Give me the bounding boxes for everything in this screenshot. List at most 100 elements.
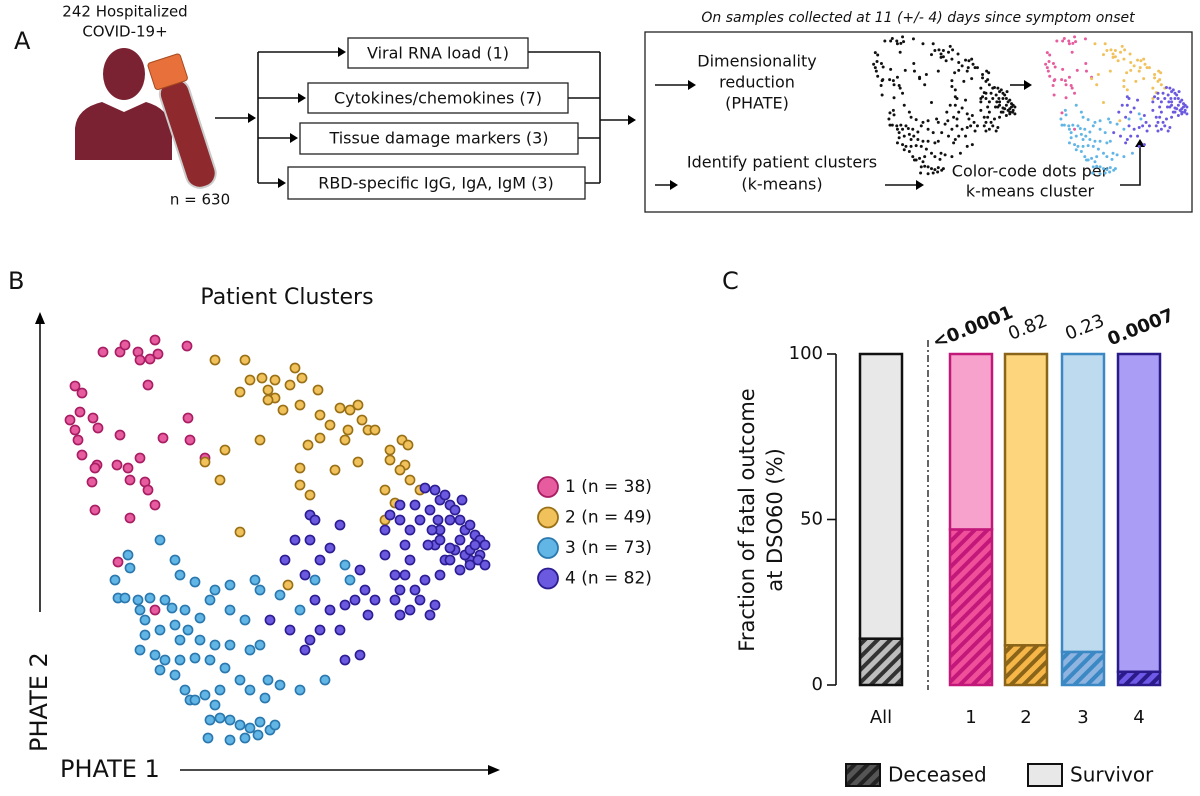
- point: [906, 127, 910, 131]
- point: [139, 614, 151, 626]
- point: [1074, 148, 1078, 152]
- point: [1091, 165, 1095, 169]
- point: [939, 52, 943, 56]
- point: [1183, 110, 1187, 114]
- point: [945, 110, 949, 114]
- point: [960, 106, 964, 110]
- point: [987, 110, 991, 114]
- point: [918, 156, 922, 160]
- point: [157, 432, 169, 444]
- point: [134, 644, 146, 656]
- point: [1137, 112, 1141, 116]
- point: [142, 484, 154, 496]
- point: [154, 534, 166, 546]
- point: [912, 62, 916, 66]
- point: [1004, 114, 1008, 118]
- panel-letter: C: [722, 267, 739, 295]
- point: [234, 386, 246, 398]
- point: [354, 564, 366, 576]
- point: [873, 66, 877, 70]
- point: [214, 712, 226, 724]
- point: [324, 419, 336, 431]
- point: [957, 110, 961, 114]
- point: [887, 117, 891, 121]
- point: [1074, 103, 1078, 107]
- point: [1067, 127, 1071, 131]
- point: [1069, 136, 1073, 140]
- point: [409, 584, 421, 596]
- point: [262, 394, 274, 406]
- point: [939, 55, 943, 59]
- point: [1127, 117, 1131, 121]
- point: [926, 119, 930, 123]
- point: [926, 172, 930, 176]
- point: [950, 57, 954, 61]
- person-icon: [75, 48, 172, 160]
- point: [1081, 138, 1085, 142]
- point: [1062, 123, 1066, 127]
- point: [997, 96, 1001, 100]
- pipeline-title: On samples collected at 11 (+/- 4) days …: [701, 10, 1135, 26]
- point: [1060, 111, 1064, 115]
- point: [122, 549, 134, 561]
- point: [1154, 124, 1158, 128]
- point: [359, 584, 371, 596]
- point: [890, 123, 894, 127]
- point: [1129, 134, 1133, 138]
- measure-box: [299, 122, 579, 155]
- point: [404, 604, 416, 616]
- point: [1093, 139, 1097, 143]
- point: [194, 634, 206, 646]
- point: [1096, 147, 1100, 151]
- point: [419, 574, 431, 586]
- point: [895, 39, 899, 43]
- point: [419, 482, 431, 494]
- point: [1053, 65, 1057, 69]
- point: [1156, 129, 1160, 133]
- point: [1105, 155, 1109, 159]
- point: [955, 117, 959, 121]
- point: [1088, 138, 1092, 142]
- point: [1170, 115, 1174, 119]
- point: [1108, 166, 1112, 170]
- point: [1158, 105, 1162, 109]
- point: [888, 78, 892, 82]
- point: [254, 716, 266, 728]
- point: [122, 462, 134, 474]
- point: [1111, 52, 1115, 56]
- point: [1129, 61, 1133, 65]
- point: [189, 576, 201, 588]
- point: [1115, 122, 1119, 126]
- point: [933, 141, 937, 145]
- point: [994, 129, 998, 133]
- point: [114, 346, 126, 358]
- bar-segment: [1060, 650, 1106, 687]
- step-label: k-means cluster: [966, 182, 1095, 201]
- point: [1079, 132, 1083, 136]
- point: [1120, 103, 1124, 107]
- point: [897, 136, 901, 140]
- point: [179, 684, 191, 696]
- point: [1127, 124, 1131, 128]
- point: [971, 62, 975, 66]
- point: [1163, 124, 1167, 128]
- point: [449, 504, 461, 516]
- point: [444, 514, 456, 526]
- point: [1151, 100, 1155, 104]
- point: [434, 569, 446, 581]
- point: [947, 134, 951, 138]
- bar-segment: [1003, 352, 1049, 647]
- point: [899, 123, 903, 127]
- point: [224, 734, 236, 746]
- point: [184, 434, 196, 446]
- point: [312, 384, 324, 396]
- point: [996, 126, 1000, 130]
- point: [309, 514, 321, 526]
- bar-segment: [1003, 644, 1049, 687]
- point: [947, 50, 951, 54]
- point: [1075, 68, 1079, 72]
- point: [1170, 103, 1174, 107]
- point: [998, 115, 1002, 119]
- point: [132, 594, 144, 606]
- point: [1151, 86, 1155, 90]
